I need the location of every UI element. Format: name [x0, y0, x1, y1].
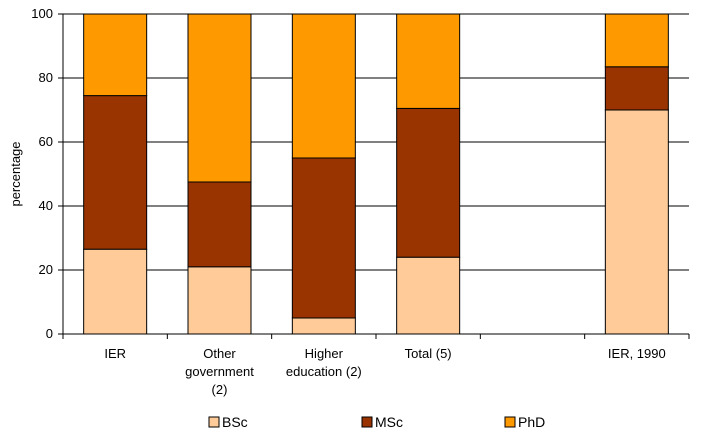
category-label-1-0: Other: [203, 346, 236, 361]
y-tick-label-2: 40: [39, 198, 53, 213]
category-label-5-0: IER, 1990: [608, 346, 666, 361]
bar-bsc-0: [83, 248, 148, 335]
bar-bsc-5: [604, 109, 669, 335]
y-tick-labels: 0 20 40 60 80 100: [31, 6, 53, 341]
legend-label-bsc: BSc: [222, 414, 248, 430]
y-tick-label-0: 0: [46, 326, 53, 341]
y-tick-label-5: 100: [31, 6, 53, 21]
bar-msc-2: [291, 157, 356, 319]
bar-phd-5: [604, 13, 669, 68]
bar-bsc-3: [396, 256, 461, 335]
bar-msc-5: [604, 66, 669, 111]
legend-swatch-msc: [361, 416, 373, 428]
bar-phd-3: [396, 13, 461, 109]
y-tick-label-4: 80: [39, 70, 53, 85]
bar-bsc-2: [291, 317, 356, 335]
gridlines: [63, 13, 689, 271]
bar-bsc-1: [187, 266, 252, 335]
category-label-2-1: education (2): [286, 364, 362, 379]
category-label-3-0: Total (5): [405, 346, 452, 361]
bar-phd-0: [83, 13, 148, 97]
bars: [83, 13, 669, 335]
y-axis-title: percentage: [8, 141, 23, 206]
category-labels: IER Other government (2) Higher education (2)…: [104, 346, 665, 397]
bar-msc-3: [396, 107, 461, 258]
legend: BSc MSc PhD: [208, 414, 545, 430]
legend-label-phd: PhD: [518, 414, 545, 430]
bar-phd-1: [187, 13, 252, 183]
axes: [58, 13, 690, 339]
category-label-0-0: IER: [104, 346, 126, 361]
category-label-2-0: Higher: [305, 346, 344, 361]
bar-msc-0: [83, 95, 148, 250]
y-tick-label-1: 20: [39, 262, 53, 277]
legend-swatch-phd: [504, 416, 516, 428]
legend-label-msc: MSc: [375, 414, 403, 430]
category-label-1-1: government: [185, 364, 254, 379]
category-label-1-2: (2): [212, 382, 228, 397]
legend-swatch-bsc: [208, 416, 220, 428]
bar-phd-2: [291, 13, 356, 159]
y-tick-label-3: 60: [39, 134, 53, 149]
bar-msc-1: [187, 181, 252, 268]
